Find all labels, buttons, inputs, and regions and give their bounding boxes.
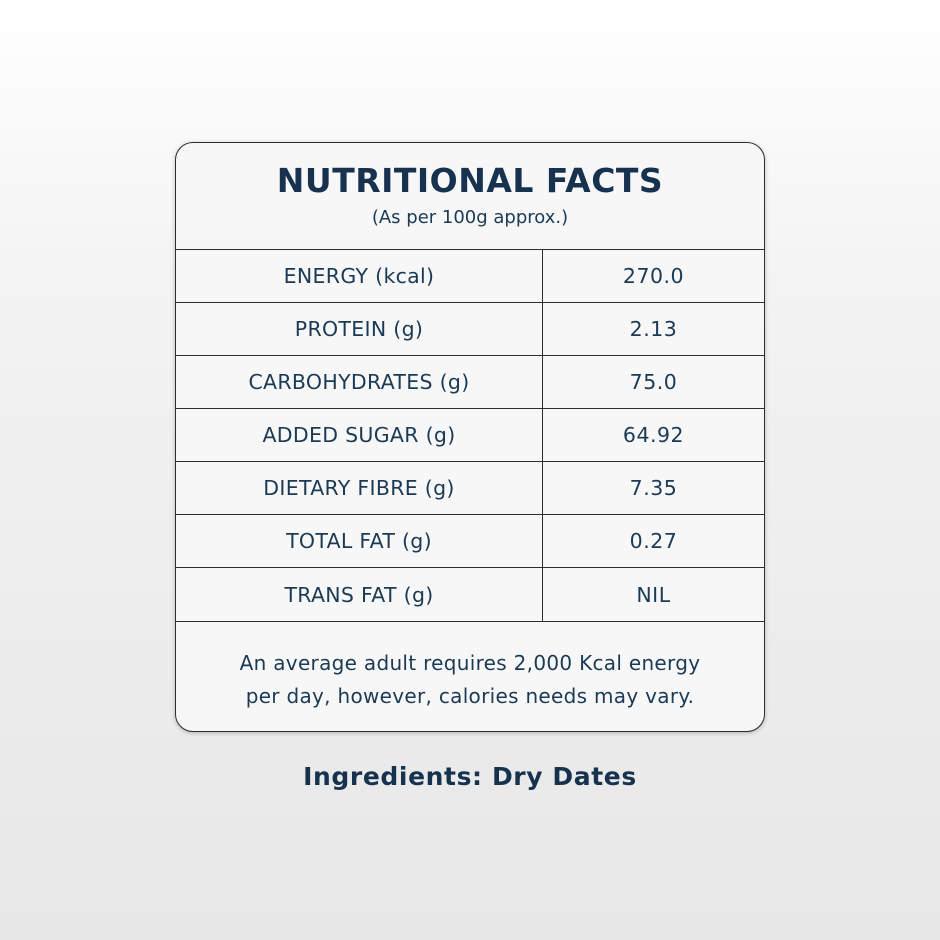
row-value: 2.13 [629, 317, 678, 341]
table-row-protein: PROTEIN (g) 2.13 [176, 303, 764, 356]
nutrition-facts-header: NUTRITIONAL FACTS (As per 100g approx.) [176, 143, 764, 250]
table-row-dietary-fibre: DIETARY FIBRE (g) 7.35 [176, 462, 764, 515]
table-row-trans-fat: TRANS FAT (g) NIL [176, 568, 764, 622]
row-label: PROTEIN (g) [176, 303, 543, 355]
table-row-carbohydrates: CARBOHYDRATES (g) 75.0 [176, 356, 764, 409]
row-label: ENERGY (kcal) [176, 250, 543, 302]
nutrition-facts-card: NUTRITIONAL FACTS (As per 100g approx.) … [175, 142, 765, 732]
energy-note-line-1: An average adult requires 2,000 Kcal ene… [239, 651, 701, 675]
table-row-added-sugar: ADDED SUGAR (g) 64.92 [176, 409, 764, 462]
row-value: NIL [636, 582, 671, 607]
row-value: 7.35 [629, 476, 678, 500]
row-value: 75.0 [629, 370, 678, 394]
row-label: ADDED SUGAR (g) [176, 409, 543, 461]
row-value: 0.27 [629, 529, 678, 553]
table-row-total-fat: TOTAL FAT (g) 0.27 [176, 515, 764, 568]
table-row-energy: ENERGY (kcal) 270.0 [176, 250, 764, 303]
ingredients-text: Ingredients: Dry Dates [303, 762, 637, 791]
energy-note: An average adult requires 2,000 Kcal ene… [186, 647, 754, 713]
row-label: DIETARY FIBRE (g) [176, 462, 543, 514]
row-value: 270.0 [622, 264, 685, 288]
row-value: 64.92 [622, 423, 685, 447]
row-label: TRANS FAT (g) [176, 568, 543, 621]
nutrition-table: ENERGY (kcal) 270.0 PROTEIN (g) 2.13 CAR… [176, 250, 764, 622]
nutrition-facts-subtitle: (As per 100g approx.) [371, 207, 569, 228]
row-label: CARBOHYDRATES (g) [176, 356, 543, 408]
row-label: TOTAL FAT (g) [176, 515, 543, 567]
energy-note-line-2: per day, however, calories needs may var… [245, 684, 695, 708]
nutrition-facts-title: NUTRITIONAL FACTS [276, 161, 664, 200]
